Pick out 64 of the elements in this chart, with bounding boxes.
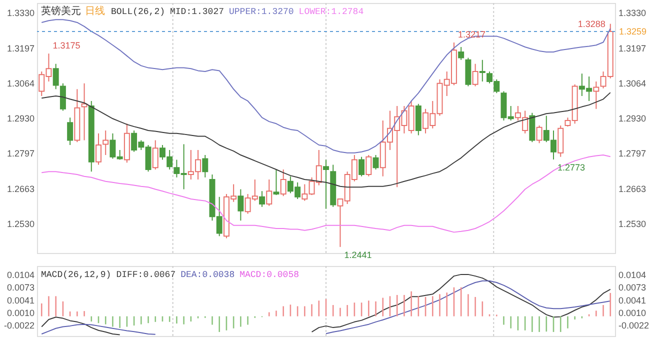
- y-tick-label: 0.0073: [6, 282, 34, 292]
- candlestick: [81, 82, 88, 141]
- legend-title: MACD(26,12,9): [41, 270, 112, 280]
- candlestick: [458, 46, 464, 60]
- candlestick: [280, 168, 286, 197]
- annotation: 1.3175: [52, 40, 80, 51]
- annotation: 1.3288: [578, 18, 606, 29]
- candlestick: [102, 130, 109, 156]
- candlestick: [152, 140, 158, 170]
- annotation: 1.3217: [458, 30, 486, 40]
- y2-tick-label: -0.0022: [618, 320, 650, 331]
- y2-tick-label: 1.2530: [618, 218, 646, 229]
- candlestick: [472, 63, 478, 87]
- candlestick: [238, 188, 244, 222]
- candlestick: [266, 179, 272, 206]
- y2-tick-label: 1.2663: [618, 184, 646, 194]
- y2-tick-label: 0.0073: [618, 282, 646, 292]
- y2-tick-label: 1.3064: [618, 78, 646, 88]
- text: UPPER:1.3270: [229, 7, 294, 17]
- y-tick-label: 1.3197: [6, 43, 34, 54]
- y-tick-label: 1.2663: [6, 184, 34, 194]
- candlestick: [67, 117, 74, 146]
- candlestick: [536, 124, 542, 144]
- candlestick: [479, 59, 486, 82]
- text: DEA:0.0038: [180, 270, 235, 280]
- annotation: 1.2441: [344, 250, 372, 260]
- candlestick: [323, 159, 329, 210]
- candlestick: [60, 82, 66, 112]
- annotation: 1.2773: [558, 162, 586, 172]
- y2-tick-label: 1.3197: [618, 43, 646, 54]
- candlestick: [202, 154, 208, 178]
- y-tick-label: 1.3064: [6, 78, 34, 88]
- y-tick-label: 0.0010: [6, 308, 34, 318]
- y-tick-label: 1.2930: [6, 114, 34, 124]
- y2-tick-label: 0.0010: [618, 308, 646, 318]
- candlestick: [96, 132, 102, 166]
- y2-tick-label: 1.2930: [618, 114, 646, 124]
- y2-tick-label: 0.0041: [618, 295, 646, 306]
- candlestick: [366, 154, 372, 177]
- candlestick: [372, 154, 379, 170]
- y-tick-label: 0.0041: [6, 295, 34, 306]
- text: MID:1.3027: [170, 7, 224, 17]
- text: LOWER:1.2784: [298, 7, 364, 17]
- y-tick-label: 1.2530: [6, 218, 34, 229]
- text: DIFF:0.0067: [116, 270, 176, 280]
- ref-line-label: 1.3259: [619, 26, 647, 36]
- y-tick-label: 1.3330: [6, 8, 34, 18]
- y2-tick-label: 1.3330: [618, 8, 646, 18]
- y2-tick-label: 0.0104: [618, 270, 646, 280]
- y-tick-label: 0.0104: [6, 270, 34, 280]
- y-tick-label: -0.0022: [4, 320, 34, 331]
- y-tick-label: 1.2797: [6, 148, 34, 159]
- candlestick: [593, 81, 600, 110]
- chart-subtitle: 日线: [85, 5, 105, 17]
- y2-tick-label: 1.2797: [618, 148, 646, 159]
- text: MACD:0.0058: [240, 270, 300, 280]
- legend-title: BOLL(26,2): [111, 7, 166, 17]
- chart-title: 英镑美元: [41, 5, 81, 17]
- line-series: [41, 19, 611, 154]
- candlestick: [358, 156, 365, 177]
- line-series: [41, 154, 611, 233]
- candlestick: [52, 63, 59, 90]
- candlestick: [259, 190, 266, 208]
- candlestick: [273, 168, 280, 196]
